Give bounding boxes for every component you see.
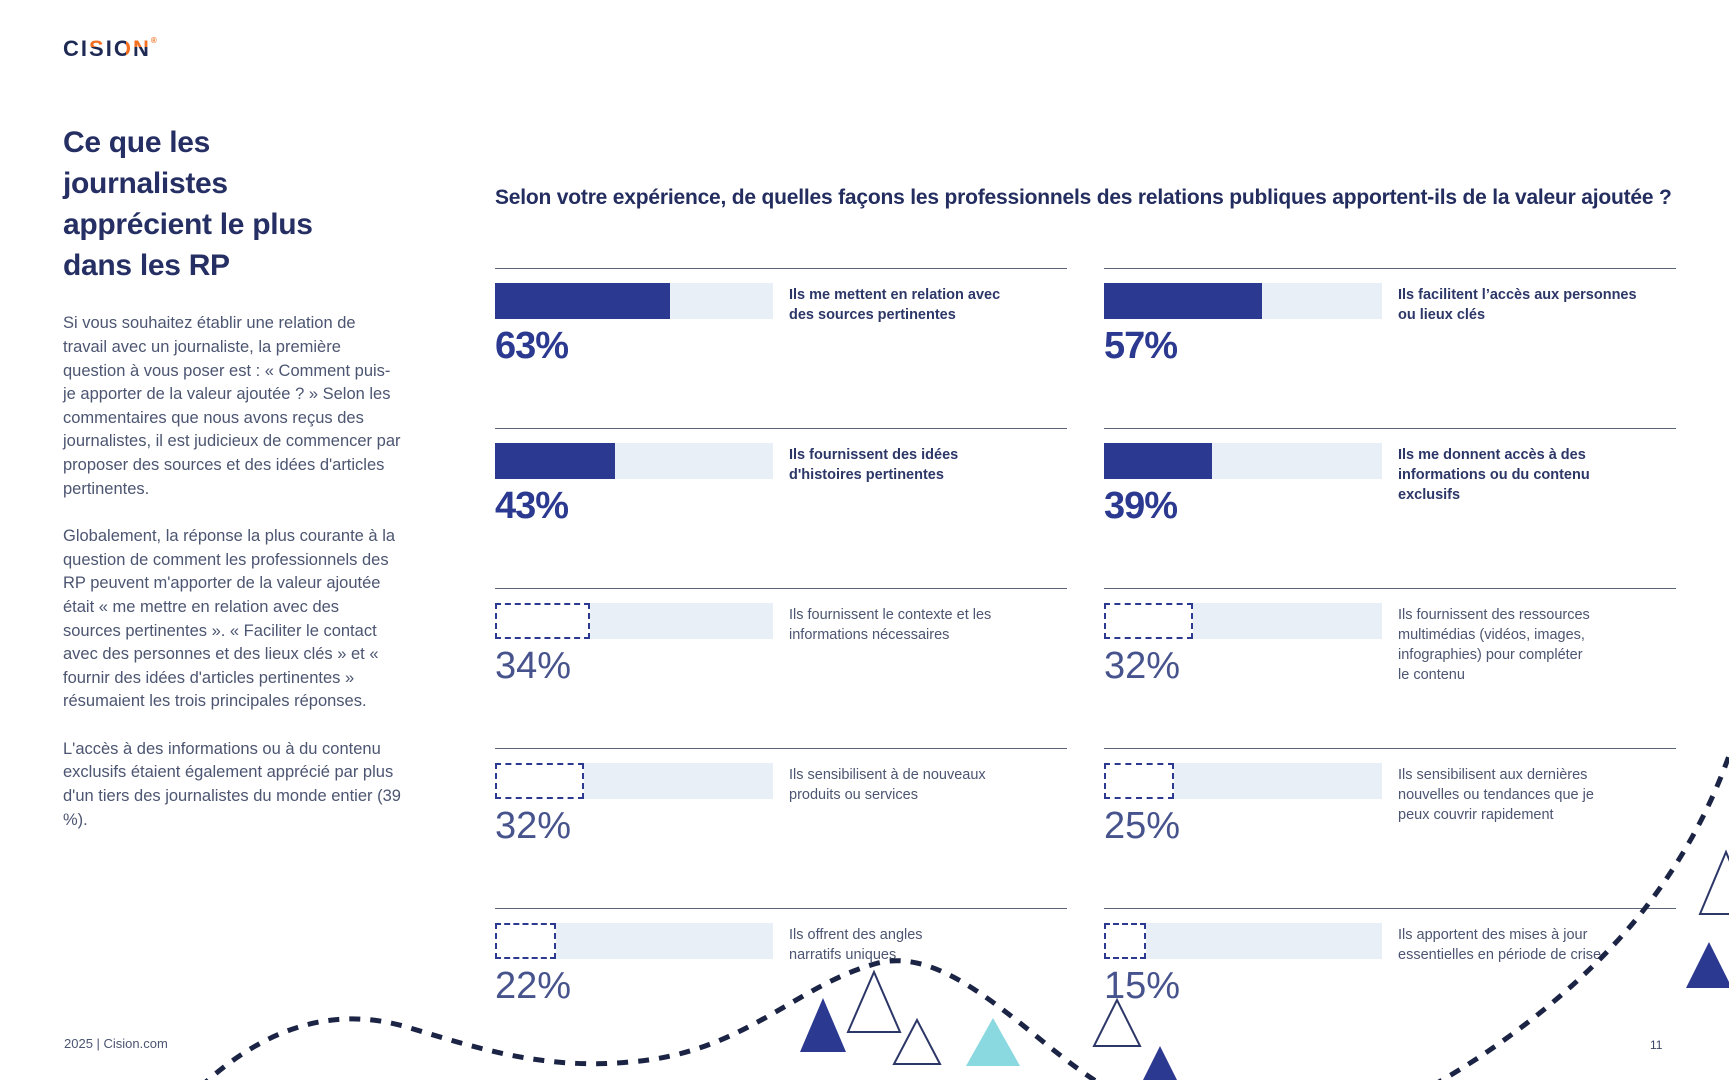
stat-label: Ils me donnent accès à des informations … xyxy=(1398,447,1590,503)
bar-track xyxy=(495,443,773,479)
body-paragraph: L'accès à des informations ou à du conte… xyxy=(63,739,401,829)
body-paragraph: Si vous souhaitez établir une relation d… xyxy=(63,314,401,498)
sidebar: Ce que les journalistes apprécient le pl… xyxy=(63,122,401,856)
page-number: 11 xyxy=(1650,1038,1663,1052)
logo-letter: I xyxy=(105,36,114,61)
stat-row: 39% Ils me donnent accès à des informati… xyxy=(1104,428,1676,588)
stat-value: 32% xyxy=(495,805,572,847)
bar-dashed-outline xyxy=(495,923,557,959)
bar-track xyxy=(1104,283,1382,319)
stat-value: 25% xyxy=(1104,805,1181,847)
cision-logo: CISION® xyxy=(63,36,157,62)
logo-letter: S xyxy=(89,36,106,61)
stat-row: 57% Ils facilitent l’accès aux personnes… xyxy=(1104,268,1676,428)
triangle-outline xyxy=(1698,849,1729,915)
stat-label: Ils fournissent des idées d'histoires pe… xyxy=(789,447,959,483)
bar-dashed-outline xyxy=(1104,923,1146,959)
stat-value: 39% xyxy=(1104,485,1178,527)
body-paragraph: Globalement, la réponse la plus courante… xyxy=(63,527,396,711)
stat-label: Ils apportent des mises à jour essentiel… xyxy=(1398,927,1602,963)
logo-letter: I xyxy=(80,36,90,61)
bar-dashed-outline xyxy=(495,763,584,799)
stat-row: 43% Ils fournissent des idées d'histoire… xyxy=(495,428,1067,588)
bar-fill xyxy=(495,283,671,319)
stats-column-left: 63% Ils me mettent en relation avec des … xyxy=(495,268,1067,1068)
stat-value: 22% xyxy=(495,965,572,1007)
stat-label: Ils sensibilisent aux dernières nouvelle… xyxy=(1398,767,1594,823)
stat-row: 34% Ils fournissent le contexte et les i… xyxy=(495,588,1067,748)
bar-track xyxy=(495,283,773,319)
bar-track xyxy=(1104,763,1382,799)
stat-row: 32% Ils fournissent des ressources multi… xyxy=(1104,588,1676,748)
stat-row: 32% Ils sensibilisent à de nouveaux prod… xyxy=(495,748,1067,908)
stat-row: 22% Ils offrent des angles narratifs uni… xyxy=(495,908,1067,1068)
bar-track xyxy=(495,603,773,639)
survey-question-heading: Selon votre expérience, de quelles façon… xyxy=(495,186,1672,209)
bar-dashed-outline xyxy=(495,603,590,639)
stat-value: 15% xyxy=(1104,965,1181,1007)
stat-value: 43% xyxy=(495,485,569,527)
stats-column-right: 57% Ils facilitent l’accès aux personnes… xyxy=(1104,268,1676,1068)
bar-track xyxy=(1104,603,1382,639)
bar-track xyxy=(495,763,773,799)
logo-letter: C xyxy=(63,36,81,61)
registered-mark-icon: ® xyxy=(150,36,157,45)
bar-dashed-outline xyxy=(1104,763,1174,799)
stat-label: Ils sensibilisent à de nouveaux produits… xyxy=(789,767,986,803)
stat-label: Ils offrent des angles narratifs uniques xyxy=(789,927,923,963)
stat-value: 63% xyxy=(495,325,569,367)
stat-row: 25% Ils sensibilisent aux dernières nouv… xyxy=(1104,748,1676,908)
stat-label: Ils fournissent le contexte et les infor… xyxy=(789,607,992,643)
bar-track xyxy=(1104,923,1382,959)
stat-row: 15% Ils apportent des mises à jour essen… xyxy=(1104,908,1676,1068)
stat-row: 63% Ils me mettent en relation avec des … xyxy=(495,268,1067,428)
stat-value: 32% xyxy=(1104,645,1181,687)
footer-source: 2025 | Cision.com xyxy=(64,1036,168,1051)
stat-label: Ils me mettent en relation avec des sour… xyxy=(789,287,1001,323)
bar-fill xyxy=(1104,283,1263,319)
stat-value: 34% xyxy=(495,645,572,687)
logo-letter: N xyxy=(132,36,151,61)
page-title: Ce que les journalistes apprécient le pl… xyxy=(63,126,313,283)
stat-label: Ils facilitent l’accès aux personnes ou … xyxy=(1398,287,1637,323)
logo-letter: O xyxy=(113,36,133,61)
bar-fill xyxy=(495,443,615,479)
bar-track xyxy=(1104,443,1382,479)
bar-fill xyxy=(1104,443,1213,479)
bar-track xyxy=(495,923,773,959)
bar-dashed-outline xyxy=(1104,603,1193,639)
stat-label: Ils fournissent des ressources multimédi… xyxy=(1398,607,1590,683)
stat-value: 57% xyxy=(1104,325,1178,367)
